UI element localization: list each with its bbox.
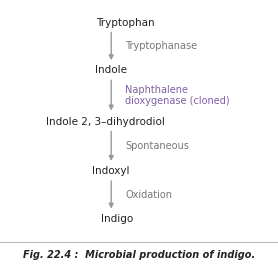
Text: Indole: Indole <box>95 65 127 75</box>
Text: Indoxyl: Indoxyl <box>93 166 130 176</box>
Text: Tryptophan: Tryptophan <box>96 17 154 28</box>
Text: Naphthalene
dioxygenase (cloned): Naphthalene dioxygenase (cloned) <box>125 85 230 106</box>
Text: Oxidation: Oxidation <box>125 190 172 200</box>
Text: Spontaneous: Spontaneous <box>125 141 189 151</box>
Text: Fig. 22.4 :  Microbial production of indigo.: Fig. 22.4 : Microbial production of indi… <box>23 250 255 260</box>
Text: Tryptophanase: Tryptophanase <box>125 41 197 51</box>
Text: Indigo: Indigo <box>101 214 133 224</box>
Text: Indole 2, 3–dihydrodiol: Indole 2, 3–dihydrodiol <box>46 117 165 127</box>
